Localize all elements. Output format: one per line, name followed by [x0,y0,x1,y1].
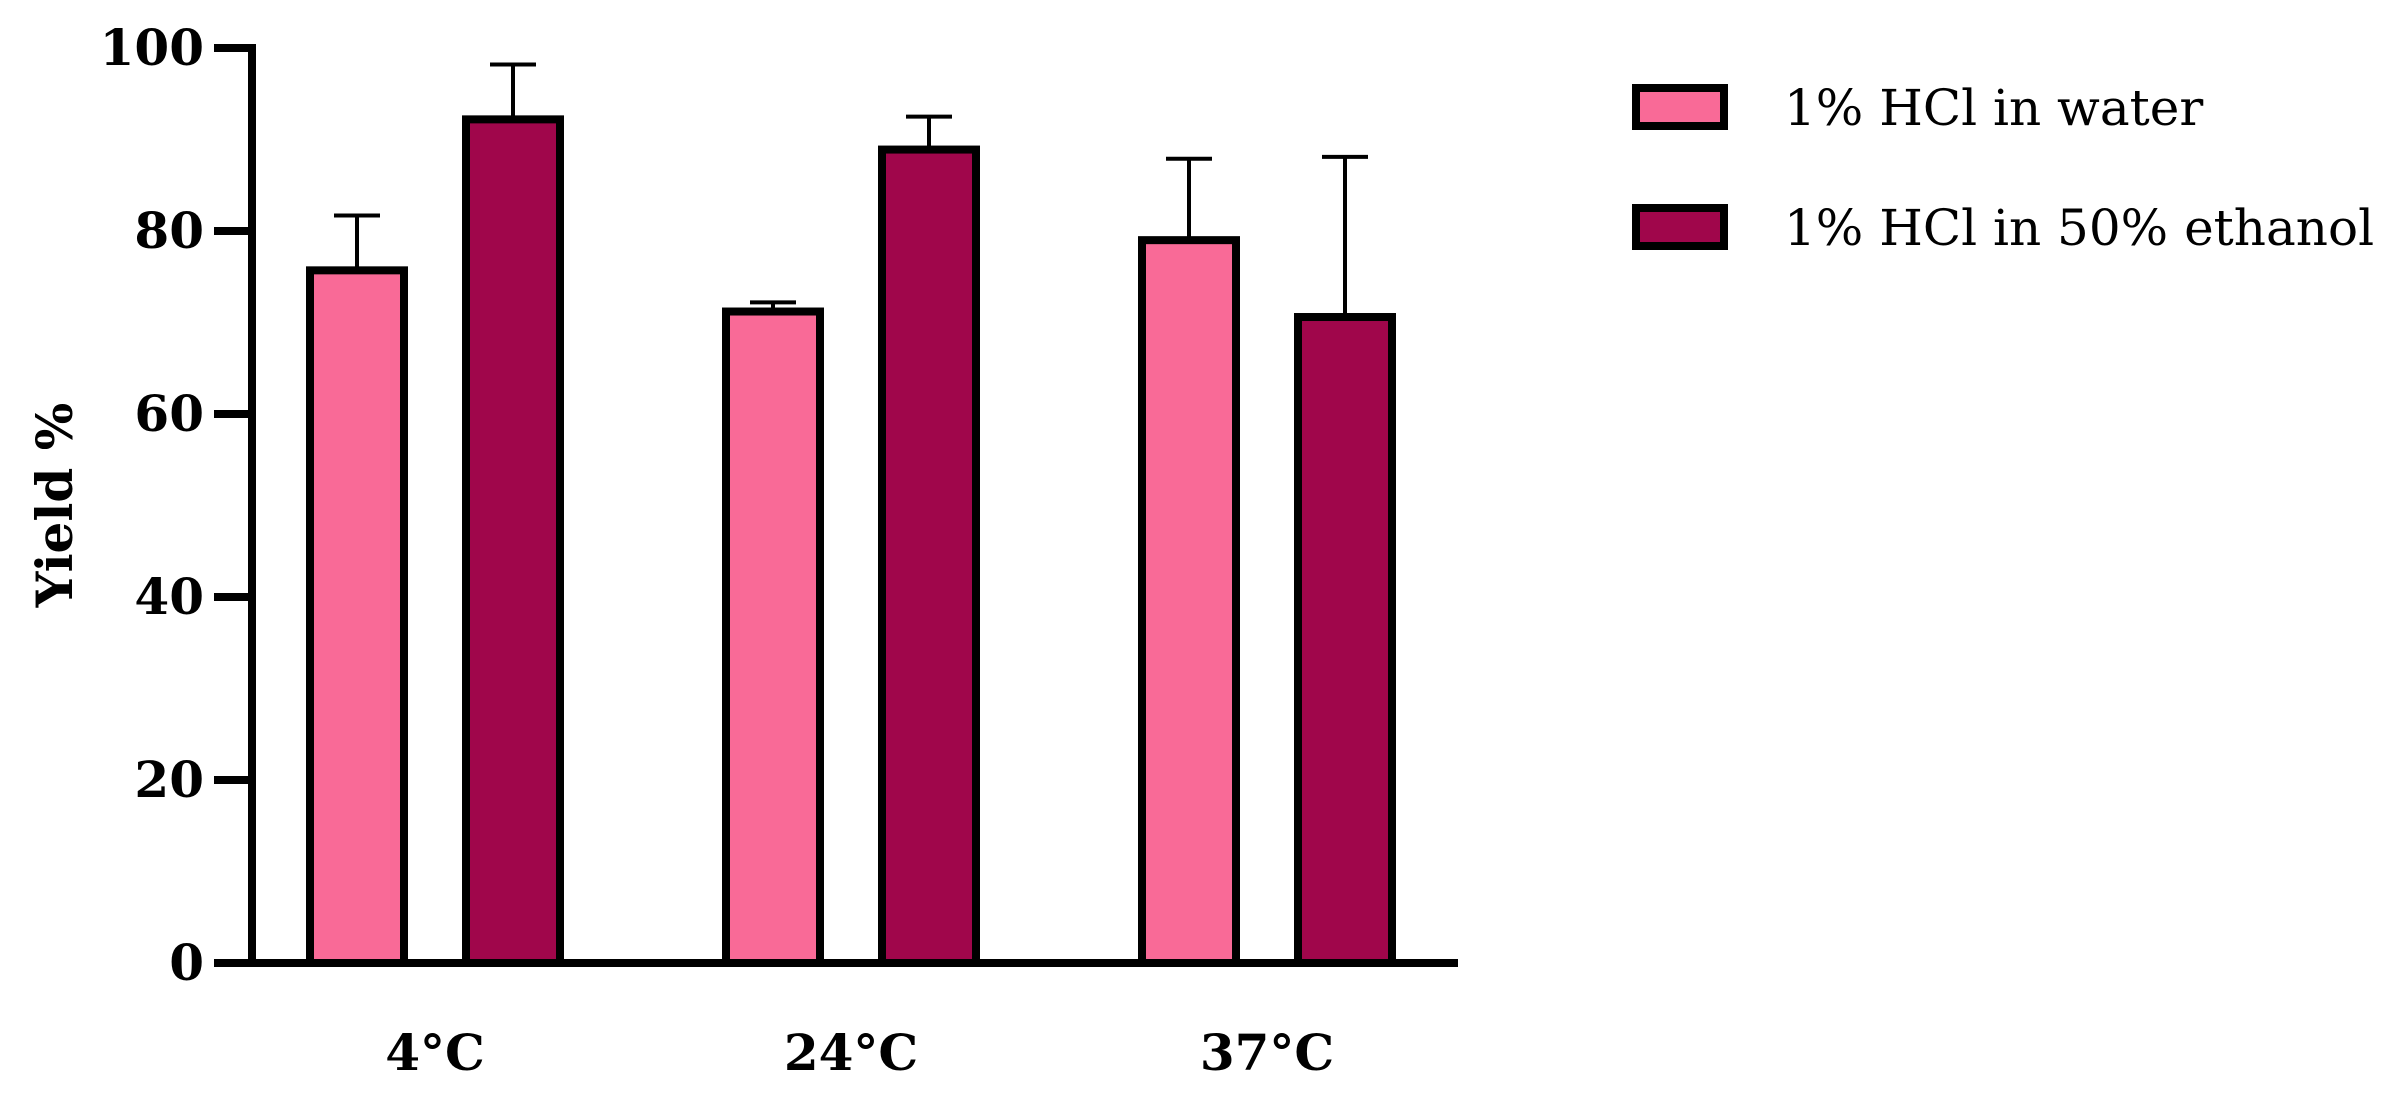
x-axis-tick-labels: 4°C 24°C 37°C [385,1023,1334,1082]
y-axis-ticks: 0 20 40 60 80 100 [100,18,252,992]
bar-2-3 [1294,313,1396,967]
bar-1-3 [1138,236,1240,967]
bar-1-2 [722,307,824,967]
y-axis-title: Yield % [25,403,84,609]
y-tick-label: 60 [134,384,204,443]
x-tick-label: 4°C [385,1023,485,1082]
x-tick-label: 37°C [1200,1023,1334,1082]
y-tick-label: 100 [100,18,204,77]
bar-1-1 [306,266,408,968]
y-tick-label: 80 [134,201,204,260]
legend-swatch-2 [1632,204,1728,250]
y-tick-label: 40 [134,567,204,626]
error-bars-group [334,62,1368,318]
bars-group [306,115,1396,968]
y-tick-label: 20 [134,750,204,809]
legend: 1% HCl in water 1% HCl in 50% ethanol [1632,79,2374,257]
x-tick-label: 24°C [784,1023,918,1082]
bar-2-2 [878,145,980,967]
bar-2-1 [462,115,564,968]
y-tick-label: 0 [169,933,204,992]
legend-swatch-1 [1632,84,1728,130]
legend-label-1: 1% HCl in water [1784,79,2203,137]
legend-label-2: 1% HCl in 50% ethanol [1784,199,2374,257]
